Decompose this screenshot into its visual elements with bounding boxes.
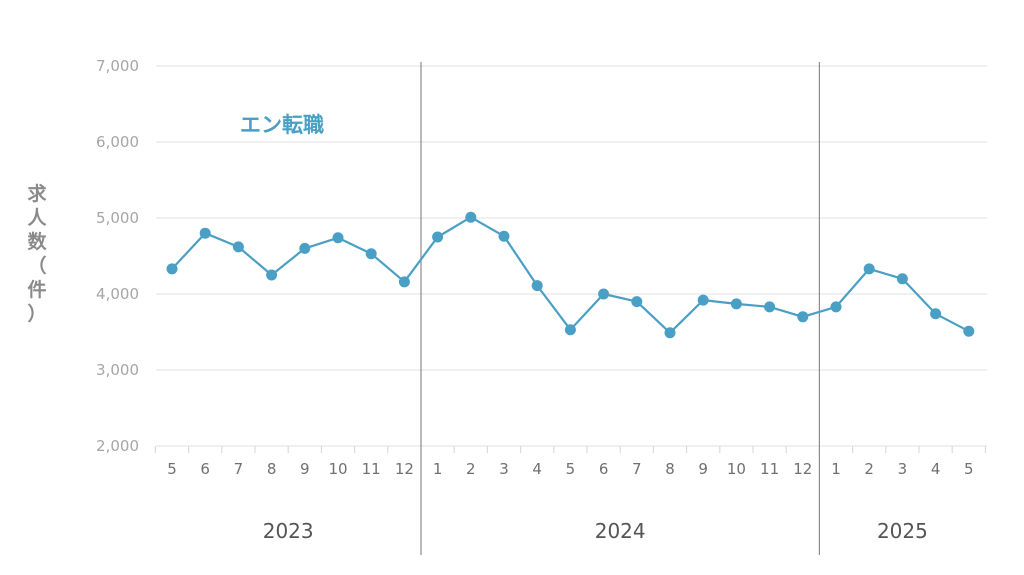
y-tick-label: 3,000 <box>96 361 139 379</box>
x-tick-label: 5 <box>167 460 177 478</box>
series-group: エン転職 <box>166 113 975 339</box>
data-point <box>797 311 809 323</box>
data-point <box>896 273 908 285</box>
data-point <box>232 241 244 253</box>
x-tick-label: 9 <box>300 460 310 478</box>
x-tick-label: 1 <box>831 460 841 478</box>
y-axis-label: 求人数（件） <box>27 182 47 325</box>
data-point <box>365 248 377 260</box>
data-point <box>332 232 344 244</box>
y-tick-label: 7,000 <box>96 57 139 75</box>
x-tick-label: 3 <box>898 460 908 478</box>
x-tick-label: 11 <box>362 460 381 478</box>
grid-lines <box>156 65 987 447</box>
data-point <box>166 263 178 275</box>
data-point <box>432 231 444 243</box>
x-tick-label: 12 <box>395 460 414 478</box>
y-tick-label: 4,000 <box>96 285 139 303</box>
x-tick-label: 7 <box>234 460 244 478</box>
data-point <box>697 294 709 306</box>
year-separators <box>420 62 821 555</box>
x-tick-label: 12 <box>793 460 812 478</box>
year-label: 2024 <box>595 519 646 543</box>
x-tick-label: 11 <box>760 460 779 478</box>
y-axis-label-char: 数 <box>27 230 47 253</box>
y-axis-label-char: 求 <box>27 182 47 205</box>
y-tick-label: 2,000 <box>96 437 139 455</box>
data-point <box>664 327 676 339</box>
x-tick-label: 10 <box>727 460 746 478</box>
y-axis-label-char: 人 <box>27 207 47 229</box>
x-tick-label: 1 <box>433 460 443 478</box>
x-tick-label: 8 <box>267 460 277 478</box>
data-point <box>498 230 510 242</box>
data-point <box>930 308 942 320</box>
x-tick-label: 10 <box>328 460 347 478</box>
x-tick-label: 4 <box>532 460 542 478</box>
data-point <box>730 298 742 310</box>
series-line <box>171 216 970 334</box>
y-axis-label-char: 件 <box>27 278 46 301</box>
x-tick-label: 9 <box>698 460 708 478</box>
data-point <box>963 325 975 337</box>
x-tick-label: 7 <box>632 460 642 478</box>
y-tick-label: 5,000 <box>96 209 139 227</box>
data-point <box>598 288 610 300</box>
data-point <box>830 301 842 313</box>
data-point <box>398 276 410 288</box>
series-label: エン転職 <box>240 113 324 137</box>
data-point <box>266 269 278 281</box>
x-tick-label: 8 <box>665 460 675 478</box>
year-label: 2025 <box>877 519 928 543</box>
data-point <box>199 227 211 239</box>
year-labels: 2023 2024 2025 <box>263 519 928 543</box>
x-tick-label: 2 <box>864 460 874 478</box>
x-tick-label: 5 <box>964 460 974 478</box>
year-label: 2023 <box>263 519 314 543</box>
y-tick-label: 6,000 <box>96 133 139 151</box>
x-tick-label: 6 <box>200 460 210 478</box>
data-point <box>465 211 477 223</box>
data-point <box>764 301 776 313</box>
y-axis-label-char: （ <box>27 254 46 277</box>
x-tick-label: 4 <box>931 460 941 478</box>
x-axis-ticks: 5 6 7 8 9 10 11 12 1 2 3 4 5 6 7 8 9 10 11 12 1 2 3 4 5 <box>154 446 986 478</box>
data-point <box>863 263 875 275</box>
x-tick-label: 3 <box>499 460 509 478</box>
y-axis-label-char: ） <box>27 302 46 325</box>
x-tick-label: 5 <box>566 460 576 478</box>
data-point <box>531 280 543 292</box>
data-point <box>299 242 311 254</box>
x-tick-label: 6 <box>599 460 609 478</box>
data-point <box>631 296 643 308</box>
x-tick-label: 2 <box>466 460 476 478</box>
data-point <box>564 324 576 336</box>
y-axis-ticks: 2,000 3,000 4,000 5,000 6,000 7,000 <box>96 57 139 455</box>
